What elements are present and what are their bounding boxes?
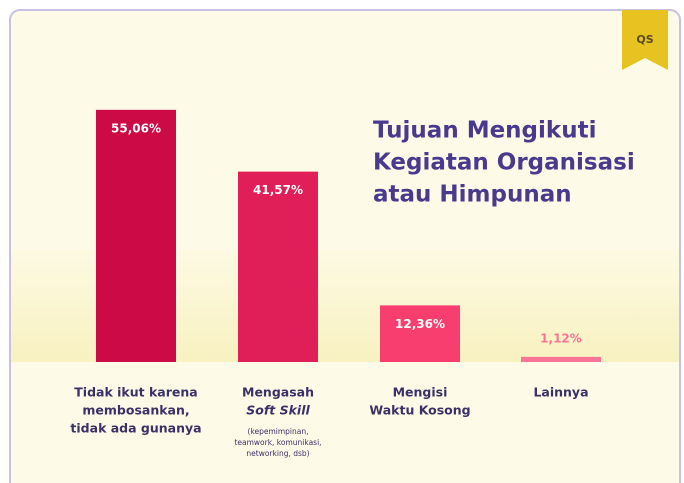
chart-title: Kegiatan Organisasi — [373, 150, 635, 176]
badge-text: QS — [636, 33, 653, 46]
category-note: (kepemimpinan, — [247, 427, 308, 436]
value-label: 55,06% — [111, 121, 161, 135]
bar — [521, 356, 601, 362]
chart-title: Tujuan Mengikuti — [373, 118, 596, 144]
category-note: teamwork, komunikasi, — [234, 438, 321, 447]
bar — [380, 305, 460, 362]
category-note: networking, dsb) — [246, 449, 309, 458]
x-tick-label: Waktu Kosong — [369, 403, 470, 418]
x-tick-label: tidak ada gunanya — [70, 421, 201, 436]
bar — [238, 171, 318, 362]
chart-title: atau Himpunan — [373, 182, 572, 208]
value-label: 12,36% — [395, 317, 445, 331]
card — [9, 9, 681, 483]
x-tick-label: Tidak ikut karena — [74, 385, 197, 400]
x-tick-label: Mengasah — [242, 385, 314, 400]
x-tick-label: Mengisi — [393, 385, 448, 400]
x-tick-label: membosankan, — [82, 403, 189, 418]
x-tick-label: Lainnya — [533, 385, 588, 400]
value-label: 1,12% — [540, 331, 582, 345]
value-label: 41,57% — [253, 183, 303, 197]
bar — [96, 109, 176, 363]
x-tick-label: Soft Skill — [246, 403, 310, 418]
badge — [622, 10, 668, 70]
